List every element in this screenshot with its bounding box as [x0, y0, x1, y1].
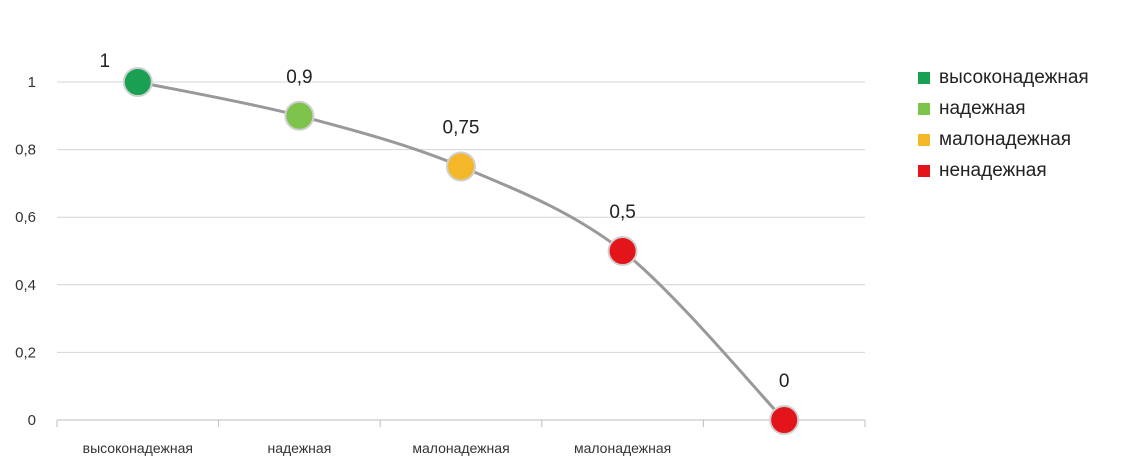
data-labels: 1 0,9 0,75 0,5 0 [100, 51, 790, 392]
data-point-marker [769, 405, 800, 435]
data-label: 0,5 [609, 202, 635, 223]
gridlines [57, 81, 865, 353]
y-tick-label: 0,2 [15, 344, 36, 361]
y-tick-label: 0 [28, 412, 36, 429]
data-point-marker [607, 236, 638, 266]
x-category-label: надежная [268, 440, 332, 456]
legend-label: высоконадежная [939, 66, 1089, 88]
data-point-marker [122, 67, 153, 97]
data-point-marker [284, 100, 315, 131]
y-tick-label: 1 [28, 74, 36, 91]
x-axis-categories: высоконадежная надежная малонадежная малона… [83, 440, 672, 456]
legend-swatch-icon [918, 164, 930, 177]
legend-item: высоконадежная [918, 62, 1089, 93]
data-label: 1 [100, 51, 111, 72]
axes [56, 419, 866, 427]
y-tick-label: 0,4 [15, 277, 36, 294]
legend-swatch-icon [918, 71, 930, 84]
legend-item: малонадежная [918, 124, 1089, 155]
legend-label: малонадежная [939, 128, 1072, 150]
x-category-label: малонадежная [412, 440, 509, 456]
legend: высоконадежная надежная малонадежная нен… [918, 62, 1089, 186]
y-tick-label: 0,6 [15, 209, 36, 226]
data-series [122, 67, 800, 435]
data-label: 0,9 [286, 67, 312, 88]
legend-item: надежная [918, 93, 1089, 124]
legend-item: ненадежная [918, 155, 1089, 186]
data-label: 0,75 [443, 118, 480, 139]
y-axis-ticks: 0 0,2 0,4 0,6 0,8 1 [15, 74, 36, 429]
x-category-label: высоконадежная [83, 440, 193, 456]
data-point-marker [446, 151, 476, 182]
legend-label: надежная [939, 97, 1026, 119]
y-tick-label: 0,8 [15, 142, 36, 159]
legend-label: ненадежная [939, 159, 1047, 181]
legend-swatch-icon [918, 133, 930, 146]
x-category-label: малонадежная [574, 440, 671, 456]
legend-swatch-icon [918, 102, 930, 115]
data-label: 0 [779, 371, 790, 392]
